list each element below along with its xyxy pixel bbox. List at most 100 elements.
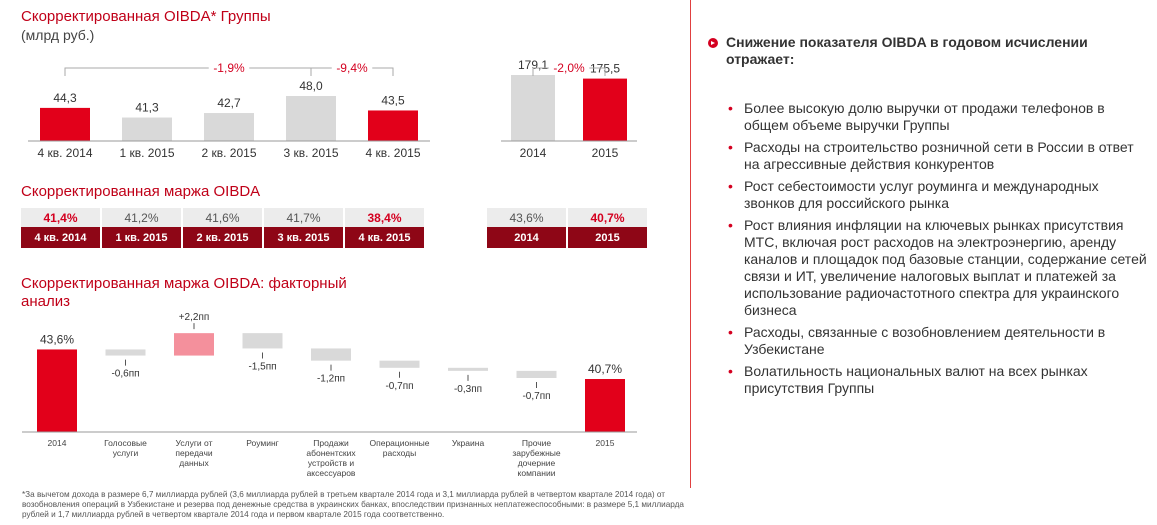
summary-heading: Снижение показателя OIBDA в годовом исчи… [708, 34, 1148, 68]
margin-value-0: 43,6% [487, 208, 567, 227]
margin-title: Скорректированная маржа OIBDA [21, 183, 261, 200]
waterfall-category-label-6-0: Украина [452, 438, 485, 448]
quarterly-oibda-chart: 44,3 4 кв. 2014 41,3 1 кв. 2015 42,7 2 кв. 20… [28, 61, 430, 160]
waterfall-category-label-7-3: компании [518, 468, 556, 478]
bar-value-label-0: 44,3 [53, 91, 77, 105]
annual-margin-table: 43,6% 40,7% 2014 2015 [487, 208, 647, 248]
waterfall-category-label-1-1: услуги [113, 448, 139, 458]
waterfall-value-label-0: 43,6% [40, 332, 74, 346]
waterfall-value-label-8: 40,7% [588, 362, 622, 376]
change-label-bg-0 [208, 61, 250, 75]
summary-bullet-3: Рост влияния инфляции на ключевых рынках… [728, 217, 1150, 319]
change-label-bg-0 [548, 61, 590, 75]
waterfall-value-label-3: -1,5пп [248, 361, 276, 372]
bar-0 [511, 75, 555, 141]
bar-0 [40, 107, 90, 141]
waterfall-bar-5 [379, 360, 420, 368]
waterfall-value-label-5: -0,7пп [385, 381, 413, 392]
waterfall-category-label-3-0: Роуминг [246, 438, 278, 448]
waterfall-bar-4 [311, 348, 351, 361]
waterfall-bar-7 [516, 370, 557, 378]
category-label-3: 3 кв. 2015 [284, 146, 339, 160]
bar-2 [204, 113, 254, 141]
margin-value-3: 41,7% [262, 208, 344, 227]
waterfall-category-label-5-0: Операционные [370, 438, 430, 448]
waterfall-value-label-7: -0,7пп [522, 391, 550, 402]
waterfall-category-label-5-1: расходы [383, 448, 416, 458]
margin-value-1: 41,2% [100, 208, 182, 227]
summary-bullet-5: Волатильность национальных валют на всех… [728, 363, 1150, 397]
bar-value-label-1: 41,3 [135, 101, 159, 115]
factor-title-line1: Скорректированная маржа OIBDA: факторный [21, 275, 347, 292]
quarterly-margin-table: 41,4% 41,2% 41,6% 41,7% 38,4% 4 кв. 2014 1 кв… [21, 208, 424, 248]
change-label-0: -2,0% [553, 61, 585, 75]
bar-value-label-3: 48,0 [299, 79, 323, 93]
waterfall-category-label-1-0: Голосовые [104, 438, 147, 448]
margin-period-2: 2 кв. 2015 [181, 227, 263, 248]
change-label-0: -1,9% [213, 61, 245, 75]
category-label-1: 2015 [592, 146, 619, 160]
waterfall-bar-1 [105, 349, 146, 356]
margin-period-4: 4 кв. 2015 [343, 227, 424, 248]
category-label-0: 2014 [520, 146, 547, 160]
margin-period-3: 3 кв. 2015 [262, 227, 344, 248]
margin-value-2: 41,6% [181, 208, 263, 227]
summary-bullet-4: Расходы, связанные с возобновлением деят… [728, 324, 1150, 358]
waterfall-category-label-7-1: зарубежные [512, 448, 560, 458]
waterfall-value-label-6: -0,3пп [454, 384, 482, 395]
waterfall-bar-8 [585, 379, 625, 432]
waterfall-category-label-4-1: абонентских [306, 448, 356, 458]
summary-bullet-1: Расходы на строительство розничной сети … [728, 139, 1150, 173]
waterfall-category-label-4-0: Продажи [313, 438, 349, 448]
summary-heading-text: Снижение показателя OIBDA в годовом исчи… [726, 34, 1088, 67]
waterfall-category-label-8-0: 2015 [596, 438, 615, 448]
section-divider [690, 0, 691, 488]
waterfall-value-label-4: -1,2пп [317, 374, 345, 385]
margin-value-1: 40,7% [566, 208, 647, 227]
category-label-2: 2 кв. 2015 [202, 146, 257, 160]
bar-1 [583, 78, 627, 141]
bar-value-label-2: 42,7 [217, 96, 241, 110]
waterfall-category-label-2-0: Услуги от [176, 438, 213, 448]
waterfall-category-label-4-3: аксессуаров [307, 468, 356, 478]
bar-value-label-4: 43,5 [381, 93, 405, 107]
margin-value-4: 38,4% [343, 208, 424, 227]
waterfall-category-label-2-1: передачи [175, 448, 213, 458]
category-label-0: 4 кв. 2014 [38, 146, 93, 160]
waterfall-category-label-7-0: Прочие [522, 438, 552, 448]
waterfall-bar-6 [448, 367, 488, 371]
factor-title-line2: анализ [21, 293, 70, 310]
oibda-unit-label: (млрд руб.) [21, 27, 95, 43]
arrow-bullet-icon [708, 38, 718, 48]
margin-value-0: 41,4% [21, 208, 101, 227]
category-label-4: 4 кв. 2015 [366, 146, 421, 160]
waterfall-bar-0 [37, 349, 77, 432]
bar-4 [368, 110, 418, 141]
bar-1 [122, 117, 172, 141]
change-label-bg-1 [331, 61, 373, 75]
waterfall-bar-3 [242, 333, 283, 349]
margin-period-1: 1 кв. 2015 [100, 227, 182, 248]
margin-period-1: 2015 [566, 227, 647, 248]
summary-panel: Снижение показателя OIBDA в годовом исчи… [708, 34, 1148, 396]
bar-3 [286, 96, 336, 141]
factor-analysis-title: Скорректированная маржа OIBDA: факторный… [21, 275, 347, 311]
summary-bullet-list: Более высокую долю выручки от продажи те… [728, 100, 1150, 402]
summary-bullet-0: Более высокую долю выручки от продажи те… [728, 100, 1150, 134]
oibda-chart-title: Скорректированная OIBDA* Группы [21, 8, 271, 25]
summary-bullet-2: Рост себестоимости услуг роуминга и межд… [728, 178, 1150, 212]
margin-period-0: 4 кв. 2014 [21, 227, 101, 248]
waterfall-category-label-7-2: дочерние [518, 458, 556, 468]
waterfall-bar-2 [174, 333, 214, 356]
change-label-1: -9,4% [336, 61, 368, 75]
waterfall-category-label-4-2: устройств и [308, 458, 355, 468]
waterfall-value-label-1: -0,6пп [111, 369, 139, 380]
margin-period-0: 2014 [487, 227, 567, 248]
waterfall-category-label-0-0: 2014 [48, 438, 67, 448]
waterfall-value-label-2: +2,2пп [179, 312, 210, 323]
category-label-1: 1 кв. 2015 [120, 146, 175, 160]
waterfall-category-label-2-2: данных [179, 458, 209, 468]
footnote: *За вычетом дохода в размере 6,7 миллиар… [22, 490, 684, 519]
